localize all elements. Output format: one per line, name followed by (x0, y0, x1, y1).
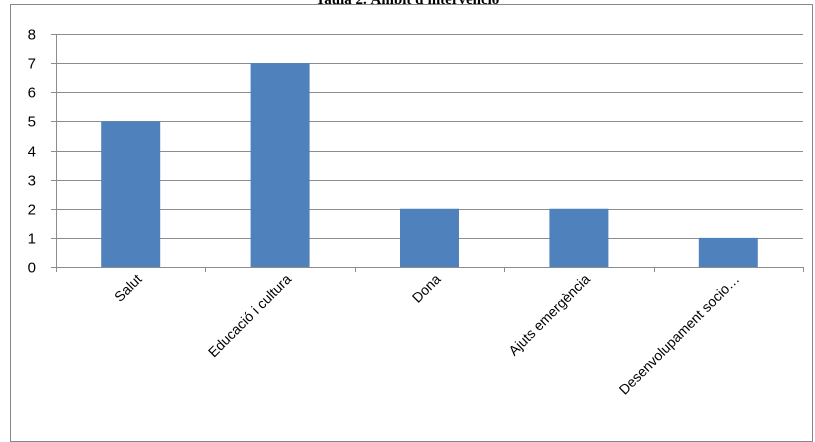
bar (101, 121, 161, 267)
x-category-label: Educació i cultura (205, 271, 295, 361)
y-tick-label: 4 (28, 144, 36, 161)
y-tick-label: 2 (28, 202, 36, 219)
y-tick-label: 1 (28, 231, 36, 248)
y-tick-label: 8 (28, 27, 36, 44)
x-category-label: Salut (111, 271, 145, 305)
x-category-label: Desenvolupament socio… (616, 271, 743, 398)
bar (549, 208, 609, 267)
y-tick-label: 0 (28, 260, 36, 277)
bar (400, 208, 459, 267)
bar (698, 237, 758, 267)
x-category-label: Ajuts emergència (505, 271, 593, 359)
y-tick-label: 6 (28, 85, 36, 102)
y-tick-label: 3 (28, 173, 36, 190)
y-tick-label: 7 (28, 56, 36, 73)
x-category-label: Dona (409, 271, 444, 306)
bar (250, 63, 310, 267)
y-tick-label: 5 (28, 114, 36, 131)
